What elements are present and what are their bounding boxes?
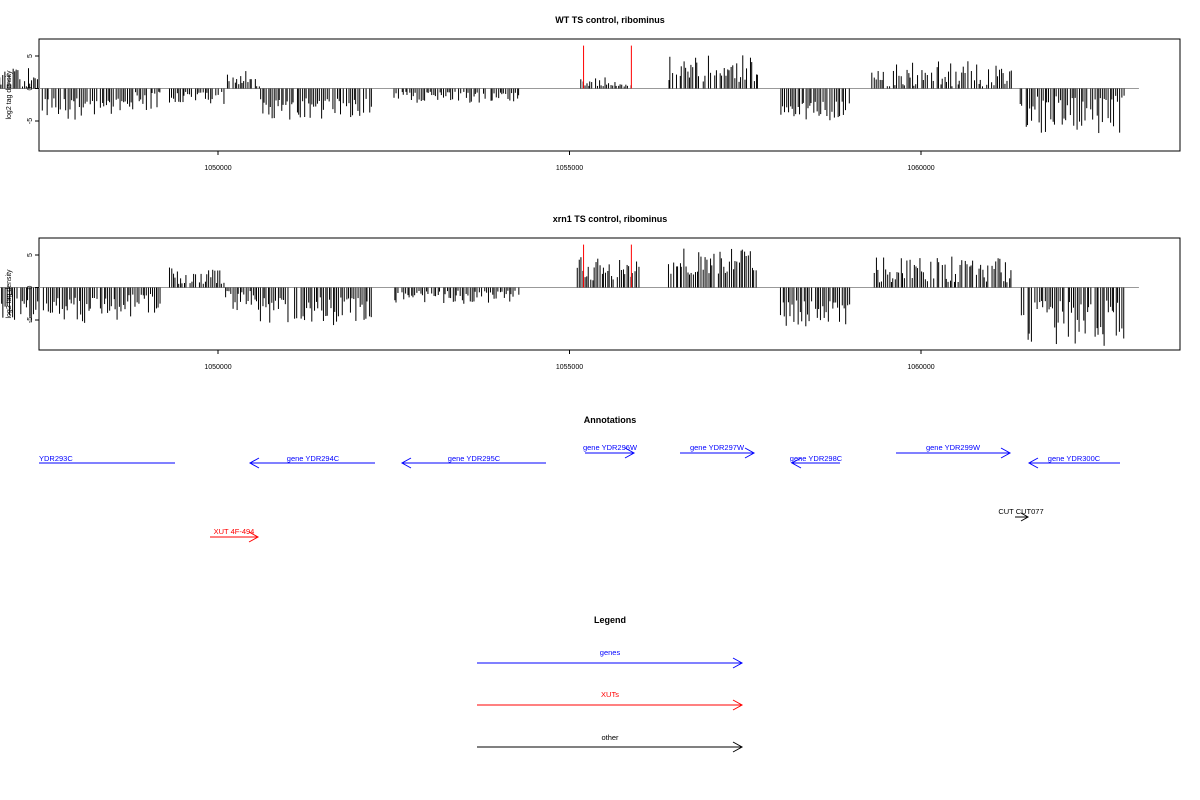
annotation-xut-4f-494: XUT 4F-494 [210,527,260,543]
annotation-ydr294c: gene YDR294C [248,454,375,469]
wt-plot-frame [38,38,1181,152]
wt-ytick-label-0: -5 [27,118,34,124]
legend-title: Legend [594,615,626,625]
xrn1-ytick-label-2: 5 [27,253,34,257]
svg-text:YDR293C: YDR293C [39,454,73,463]
svg-text:gene YDR299W: gene YDR299W [926,443,981,452]
annotation-ydr293c: YDR293C [39,454,175,464]
wt-xtick-label-1: 1055000 [556,165,583,172]
svg-text:XUTs: XUTs [601,690,619,699]
wt-bars [0,45,1139,134]
annotation-cut077: CUT CUT077 [998,507,1044,522]
svg-text:gene YDR294C: gene YDR294C [287,454,340,463]
annotation-ydr299w: gene YDR299W [896,443,1012,459]
svg-text:gene YDR295C: gene YDR295C [448,454,501,463]
xrn1-axes: -5 0 5 1050000 1055000 1060000 [27,253,935,371]
xrn1-ytick-label-1: 0 [27,285,34,289]
xrn1-panel: xrn1 TS control, ribominus -5 0 5 1050000 10… [0,214,1181,371]
wt-panel: WT TS control, ribominus -5 0 5 1050000 1055… [0,15,1181,172]
annotation-ydr296w: gene YDR296W [583,443,638,459]
wt-ytick-label-1: 0 [27,86,34,90]
wt-ytick-label-2: 5 [27,54,34,58]
svg-text:gene YDR300C: gene YDR300C [1048,454,1101,463]
svg-text:gene YDR296W: gene YDR296W [583,443,638,452]
legend-item-other: other [477,733,744,753]
legend: Legend genes XUTs other [477,615,744,753]
xrn1-ylabel: log2 tag density [6,269,13,319]
svg-text:gene YDR297W: gene YDR297W [690,443,745,452]
annotations-panel: Annotations YDR293C gene YDR294C gene YD… [39,415,1120,543]
legend-item-xuts: XUTs [477,690,744,711]
wt-axes: -5 0 5 1050000 1055000 1060000 [27,54,935,172]
xrn1-plot-frame [38,237,1181,351]
annotation-ydr298c: gene YDR298C [790,454,843,469]
wt-panel-title: WT TS control, ribominus [555,15,665,25]
annotation-ydr295c: gene YDR295C [400,454,546,469]
xrn1-xtick-label-0: 1050000 [204,364,231,371]
annotation-ydr297w: gene YDR297W [680,443,756,459]
wt-ylabel: log2 tag density [6,70,13,120]
svg-text:CUT CUT077: CUT CUT077 [998,507,1043,516]
svg-text:XUT 4F-494: XUT 4F-494 [214,527,255,536]
xrn1-bars [0,244,1139,346]
legend-item-genes: genes [477,648,744,669]
wt-xtick-label-0: 1050000 [204,165,231,172]
svg-text:other: other [601,733,619,742]
xrn1-xtick-label-1: 1055000 [556,364,583,371]
xrn1-panel-title: xrn1 TS control, ribominus [553,214,668,224]
svg-text:gene YDR298C: gene YDR298C [790,454,843,463]
annotations-title: Annotations [584,415,637,425]
xrn1-ytick-label-0: -5 [27,317,34,323]
annotation-ydr300c: gene YDR300C [1027,454,1120,469]
wt-xtick-label-2: 1060000 [907,165,934,172]
xrn1-xtick-label-2: 1060000 [907,364,934,371]
svg-text:genes: genes [600,648,621,657]
